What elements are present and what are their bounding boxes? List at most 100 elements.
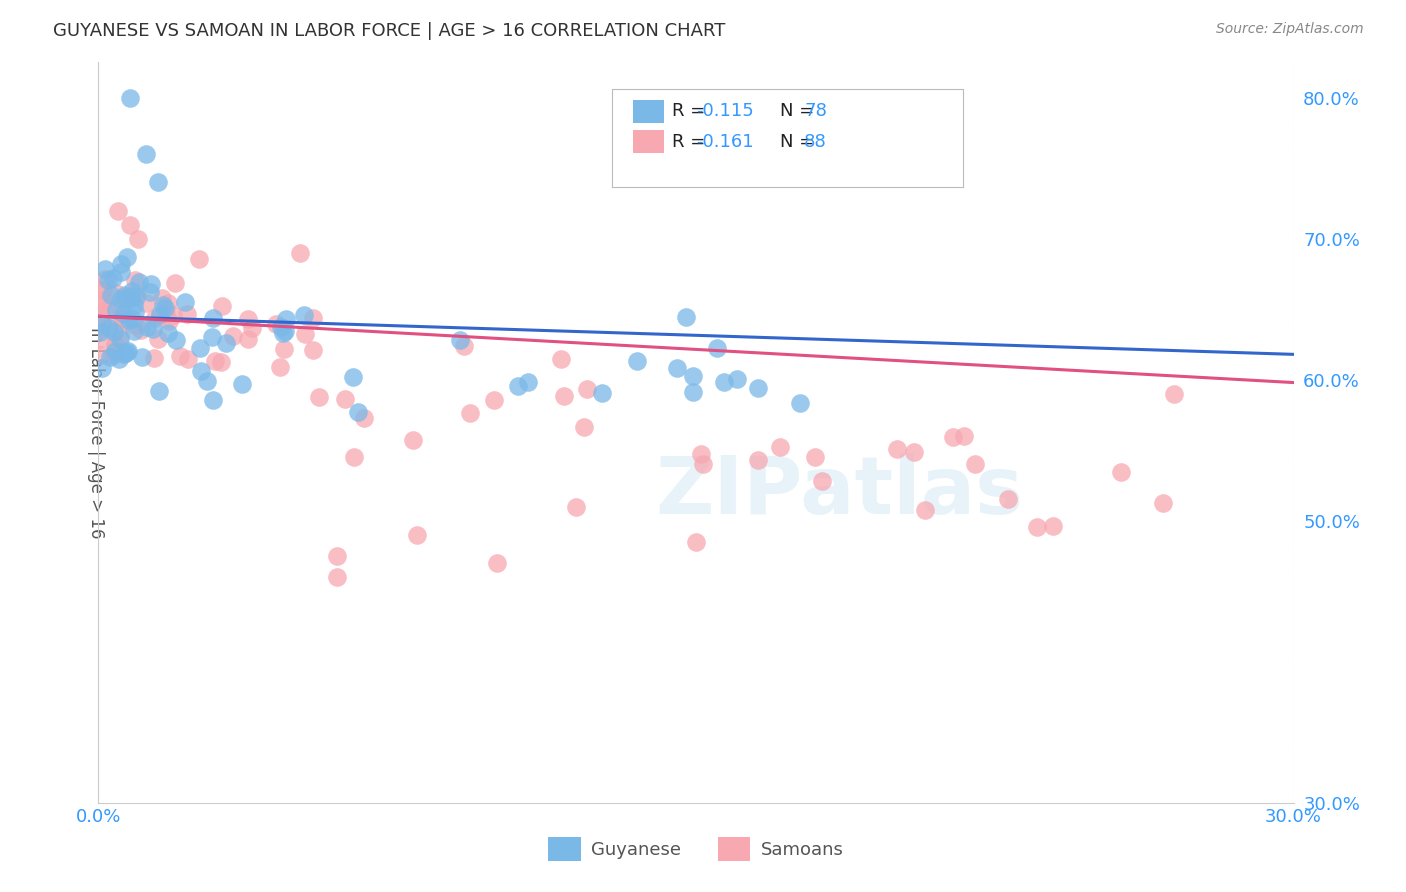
Point bbox=[240, 321, 263, 335]
Point bbox=[163, 276, 186, 290]
Point bbox=[141, 277, 163, 291]
Point bbox=[713, 375, 735, 389]
Point bbox=[482, 393, 505, 408]
Point bbox=[91, 295, 114, 310]
Point bbox=[122, 298, 145, 312]
Point bbox=[1109, 465, 1132, 479]
Point bbox=[449, 333, 471, 347]
Point bbox=[138, 285, 160, 299]
Point bbox=[302, 343, 325, 357]
Point bbox=[103, 271, 125, 285]
Point bbox=[148, 175, 170, 189]
Point bbox=[326, 570, 349, 584]
Point bbox=[89, 321, 111, 335]
Point bbox=[105, 343, 128, 357]
Text: 88: 88 bbox=[804, 133, 827, 151]
Point bbox=[155, 307, 177, 321]
Point bbox=[689, 447, 711, 461]
Point bbox=[162, 308, 184, 322]
Point bbox=[120, 91, 142, 105]
Point bbox=[292, 308, 315, 322]
Point bbox=[150, 291, 173, 305]
Point bbox=[117, 290, 139, 304]
Point bbox=[89, 332, 111, 346]
Point bbox=[273, 342, 295, 356]
Point bbox=[114, 289, 136, 303]
Point bbox=[112, 313, 135, 327]
Point bbox=[266, 317, 288, 331]
Point bbox=[308, 390, 330, 404]
Text: R =: R = bbox=[672, 133, 711, 151]
Point bbox=[804, 450, 827, 465]
Point bbox=[111, 311, 134, 326]
Point bbox=[682, 369, 704, 384]
Point bbox=[963, 458, 986, 472]
Point bbox=[110, 265, 132, 279]
Point bbox=[115, 345, 138, 359]
Point bbox=[190, 364, 212, 378]
Point bbox=[342, 370, 364, 384]
Point bbox=[789, 396, 811, 410]
Text: 78: 78 bbox=[804, 103, 827, 120]
Point bbox=[114, 287, 136, 301]
Point bbox=[114, 346, 136, 360]
Point bbox=[89, 325, 111, 339]
Point bbox=[108, 352, 131, 367]
Point bbox=[565, 500, 588, 514]
Point bbox=[685, 535, 707, 549]
Point bbox=[153, 301, 176, 316]
Point bbox=[89, 305, 111, 319]
Point bbox=[117, 250, 139, 264]
Point bbox=[135, 320, 157, 334]
Point bbox=[90, 317, 112, 331]
Point bbox=[127, 232, 149, 246]
Point bbox=[550, 352, 572, 367]
Point bbox=[89, 283, 111, 297]
Point bbox=[576, 382, 599, 396]
Point bbox=[115, 293, 138, 307]
Point bbox=[692, 457, 714, 471]
Y-axis label: In Labor Force | Age > 16: In Labor Force | Age > 16 bbox=[87, 326, 105, 539]
Point bbox=[201, 330, 224, 344]
Point bbox=[1152, 496, 1174, 510]
Point bbox=[148, 384, 170, 398]
Point bbox=[942, 430, 965, 444]
Point bbox=[146, 332, 169, 346]
Point bbox=[211, 299, 233, 313]
Point bbox=[135, 295, 157, 310]
Point bbox=[665, 361, 688, 376]
Point bbox=[91, 313, 114, 327]
Point bbox=[231, 376, 253, 391]
Point bbox=[326, 549, 349, 563]
Text: -0.115: -0.115 bbox=[696, 103, 754, 120]
Point bbox=[104, 324, 127, 338]
Point bbox=[914, 503, 936, 517]
Point bbox=[90, 348, 112, 362]
Point bbox=[553, 388, 575, 402]
Text: R =: R = bbox=[672, 103, 711, 120]
Point bbox=[274, 311, 297, 326]
Point bbox=[107, 315, 129, 329]
Point bbox=[124, 273, 146, 287]
Point bbox=[121, 312, 143, 326]
Point bbox=[222, 329, 245, 343]
Point bbox=[94, 261, 117, 276]
Point bbox=[335, 392, 357, 406]
Point bbox=[626, 354, 648, 368]
Point bbox=[105, 303, 128, 318]
Point bbox=[125, 290, 148, 304]
Point bbox=[997, 491, 1019, 506]
Point bbox=[104, 338, 127, 352]
Point bbox=[302, 310, 325, 325]
Point bbox=[112, 307, 135, 321]
Point bbox=[127, 287, 149, 301]
Point bbox=[903, 445, 925, 459]
Point bbox=[204, 353, 226, 368]
Legend: Guyanese, Samoans: Guyanese, Samoans bbox=[541, 830, 851, 868]
Point bbox=[108, 328, 131, 343]
Point bbox=[110, 292, 132, 306]
Point bbox=[1026, 520, 1049, 534]
Point bbox=[142, 321, 165, 335]
Point bbox=[100, 288, 122, 302]
Point bbox=[121, 285, 143, 299]
